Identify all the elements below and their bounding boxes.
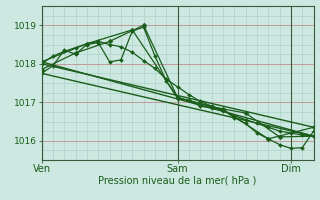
X-axis label: Pression niveau de la mer( hPa ): Pression niveau de la mer( hPa ) <box>99 176 257 186</box>
